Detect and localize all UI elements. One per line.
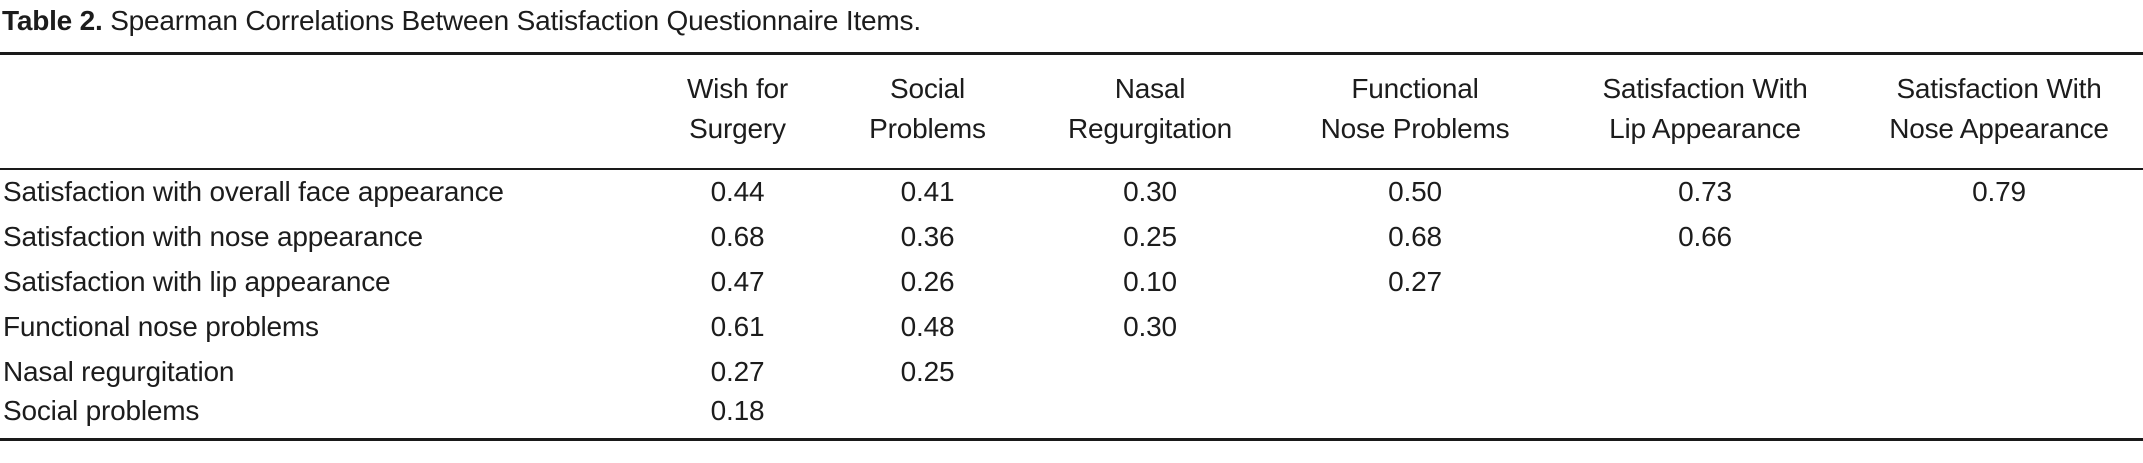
correlation-value: 0.27 [710, 355, 765, 387]
row-label: Satisfaction with lip appearance [3, 265, 391, 297]
column-header-line: Functional [1351, 73, 1479, 104]
correlation-value: 0.68 [1388, 220, 1442, 252]
correlation-value [1275, 304, 1555, 349]
column-header-wish-for-surgery: Wish for Surgery [645, 54, 830, 170]
column-header-satisfaction-lip-appearance: Satisfaction With Lip Appearance [1555, 54, 1855, 170]
correlation-value: 0.48 [900, 310, 955, 342]
correlation-value [1555, 304, 1855, 349]
correlation-value [1855, 349, 2143, 394]
correlation-value: 0.25 [1123, 220, 1177, 252]
correlation-value: 0.61 [710, 310, 765, 342]
correlation-value: 0.18 [710, 394, 765, 426]
correlation-value: 0.68 [710, 220, 765, 252]
column-header-line: Lip Appearance [1609, 113, 1801, 144]
correlation-value [1025, 349, 1275, 394]
correlation-value: 0.73 [1678, 176, 1732, 207]
column-header-line: Wish for [686, 73, 789, 104]
correlation-value: 0.27 [1388, 265, 1442, 297]
column-header-line: Social [889, 73, 966, 104]
correlation-value [1855, 259, 2143, 304]
table-row: Satisfaction with nose appearance 0.68 0… [0, 214, 2143, 259]
correlation-value [1555, 349, 1855, 394]
correlation-value: 0.10 [1123, 265, 1177, 297]
correlation-value: 0.41 [900, 176, 955, 207]
correlation-value [1025, 394, 1275, 439]
table-row: Nasal regurgitation 0.27 0.25 [0, 349, 2143, 394]
table-caption-text: Spearman Correlations Between Satisfacti… [110, 5, 921, 36]
row-label: Nasal regurgitation [3, 355, 235, 387]
column-header-line: Surgery [689, 113, 786, 144]
correlation-value [1855, 214, 2143, 259]
column-header-nasal-regurgitation: Nasal Regurgitation [1025, 54, 1275, 170]
column-header-functional-nose-problems: Functional Nose Problems [1275, 54, 1555, 170]
column-header-line: Regurgitation [1068, 113, 1232, 144]
table-row: Satisfaction with lip appearance 0.47 0.… [0, 259, 2143, 304]
correlation-value: 0.50 [1388, 176, 1442, 207]
correlation-value: 0.44 [710, 176, 765, 207]
correlation-value [1555, 259, 1855, 304]
header-empty-cell [0, 54, 645, 170]
table-caption-number: Table 2. [2, 5, 103, 36]
row-label: Functional nose problems [3, 310, 319, 342]
correlation-value: 0.30 [1123, 310, 1177, 342]
correlation-value [1275, 349, 1555, 394]
correlation-value: 0.25 [900, 355, 955, 387]
correlation-table: Wish for Surgery Social Problems Nasal R… [0, 52, 2143, 441]
correlation-value: 0.36 [900, 220, 955, 252]
correlation-value: 0.30 [1123, 176, 1177, 207]
correlation-value [1275, 394, 1555, 439]
correlation-value [1855, 394, 2143, 439]
column-header-line: Nasal [1114, 73, 1186, 104]
column-header-line: Satisfaction With [1602, 73, 1808, 104]
table-row: Satisfaction with overall face appearanc… [0, 169, 2143, 214]
correlation-value [1555, 394, 1855, 439]
correlation-value: 0.79 [1972, 176, 2026, 207]
column-header-social-problems: Social Problems [830, 54, 1025, 170]
column-header-line: Nose Problems [1320, 113, 1510, 144]
column-header-line: Satisfaction With [1896, 73, 2102, 104]
column-header-line: Problems [869, 113, 986, 144]
table-caption: Table 2. Spearman Correlations Between S… [0, 0, 2143, 52]
column-header-satisfaction-nose-appearance: Satisfaction With Nose Appearance [1855, 54, 2143, 170]
row-label: Social problems [3, 394, 200, 426]
row-label: Satisfaction with nose appearance [3, 220, 423, 252]
table-row: Functional nose problems 0.61 0.48 0.30 [0, 304, 2143, 349]
correlation-value: 0.26 [900, 265, 955, 297]
correlation-value [830, 394, 1025, 439]
column-header-line: Nose Appearance [1889, 113, 2109, 144]
correlation-value: 0.66 [1678, 220, 1732, 252]
row-label: Satisfaction with overall face appearanc… [3, 176, 504, 207]
table-row: Social problems 0.18 [0, 394, 2143, 439]
correlation-value: 0.47 [710, 265, 765, 297]
correlation-value [1855, 304, 2143, 349]
header-row: Wish for Surgery Social Problems Nasal R… [0, 54, 2143, 170]
